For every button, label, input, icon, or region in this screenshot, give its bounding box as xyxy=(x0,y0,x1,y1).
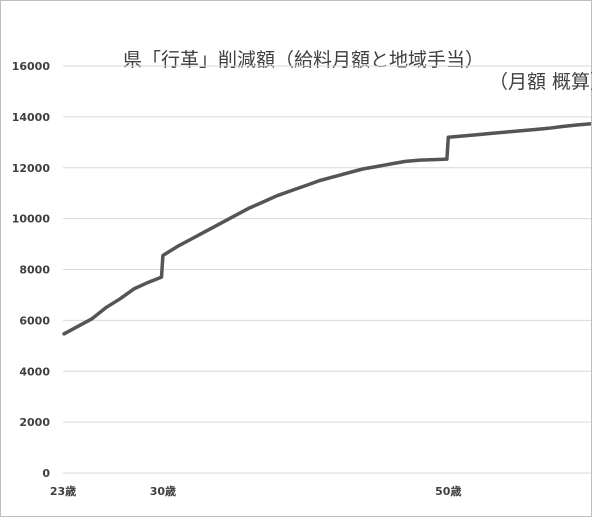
data-point xyxy=(62,333,64,336)
data-point xyxy=(590,122,591,125)
chart-title-sub: （月額 概算） xyxy=(489,71,592,93)
data-point xyxy=(518,130,521,132)
data-point xyxy=(404,160,407,163)
y-tick-label: 0 xyxy=(42,467,50,480)
data-point xyxy=(418,159,421,161)
data-point xyxy=(90,318,93,320)
data-point xyxy=(433,158,435,161)
data-point xyxy=(319,179,321,182)
y-tick-label: 12000 xyxy=(12,162,51,175)
y-tick-label: 4000 xyxy=(19,365,50,378)
data-point xyxy=(376,165,378,168)
data-point xyxy=(533,128,535,131)
data-point xyxy=(446,158,448,160)
data-point xyxy=(190,238,193,240)
data-point xyxy=(176,245,178,248)
data-point xyxy=(575,124,578,126)
y-tick-label: 8000 xyxy=(19,264,50,277)
data-point xyxy=(290,189,293,192)
series-line-0 xyxy=(62,121,591,336)
data-point xyxy=(276,194,278,197)
data-point xyxy=(204,230,207,233)
x-tick-label: 23歳 xyxy=(50,484,76,498)
data-point xyxy=(447,136,450,139)
y-tick-label: 2000 xyxy=(19,416,50,429)
data-point xyxy=(76,325,79,328)
data-point xyxy=(261,201,264,203)
data-point xyxy=(504,131,507,133)
data-point xyxy=(461,135,464,137)
data-point xyxy=(233,215,236,217)
data-point xyxy=(247,207,250,210)
y-axis: 0 2000 4000 6000 8000 10000 12000 14000 16000 xyxy=(12,60,51,480)
data-point xyxy=(105,306,107,309)
y-tick-label: 16000 xyxy=(12,60,51,73)
x-tick-label: 50歳 xyxy=(435,484,461,498)
data-point xyxy=(160,276,163,278)
y-tick-label: 14000 xyxy=(12,111,51,124)
data-point xyxy=(547,127,549,130)
data-point xyxy=(133,287,136,290)
data-point xyxy=(162,254,164,257)
data-point xyxy=(476,133,478,136)
data-point xyxy=(304,184,307,187)
y-tick-label: 10000 xyxy=(12,213,51,226)
data-point xyxy=(490,132,492,135)
data-point xyxy=(347,172,350,174)
data-point xyxy=(219,222,221,225)
y-tick-label: 6000 xyxy=(19,314,50,327)
data-point xyxy=(561,125,564,128)
data-point xyxy=(119,297,121,300)
x-axis: 23歳 30歳 50歳 xyxy=(50,484,462,498)
x-tick-label: 30歳 xyxy=(150,484,176,498)
data-point xyxy=(333,175,335,178)
data-point xyxy=(147,281,150,284)
gridlines xyxy=(63,65,591,474)
data-point xyxy=(390,163,393,165)
series-group xyxy=(62,121,591,336)
data-point xyxy=(361,168,364,170)
